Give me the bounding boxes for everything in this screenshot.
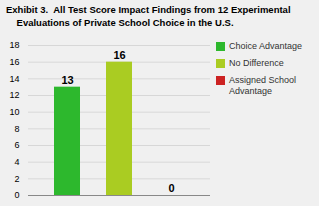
html-text:Choice Advantage: Choice Advantage [229, 41, 303, 51]
svg-text:16: 16 [9, 57, 19, 67]
svg-text:18: 18 [9, 40, 19, 50]
svg-text:10: 10 [9, 107, 19, 117]
svg-text:12: 12 [9, 90, 19, 100]
svg-text:0: 0 [14, 190, 19, 200]
svg-text:8: 8 [14, 124, 19, 134]
html-text:Exhibit 3. All Test Score Impa: Exhibit 3. All Test Score Impact Finding… [6, 4, 291, 28]
svg-text:4: 4 [14, 157, 19, 167]
svg-text:0: 0 [168, 182, 174, 194]
svg-text:13: 13 [61, 74, 73, 86]
html-text:No Difference: No Difference [229, 58, 284, 68]
svg-text:2: 2 [14, 174, 19, 184]
svg-text:14: 14 [9, 74, 19, 84]
html-text:Assigned School Advantage: Assigned School Advantage [229, 75, 296, 96]
svg-text:16: 16 [113, 49, 125, 61]
svg-text:6: 6 [14, 140, 19, 150]
